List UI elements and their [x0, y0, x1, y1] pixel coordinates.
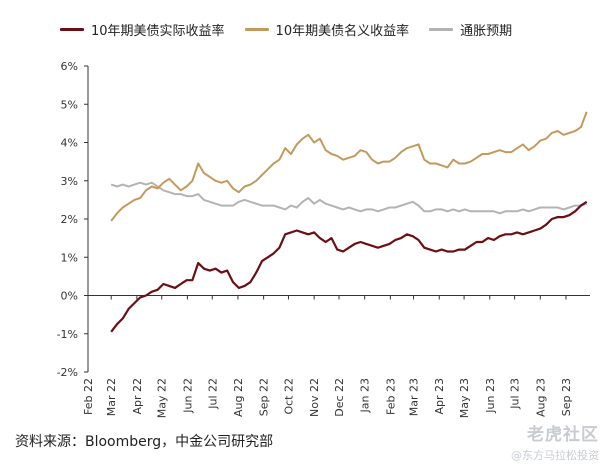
legend-label-breakeven: 通胀预期 — [460, 24, 513, 39]
x-tick-label: Feb 23 — [384, 378, 397, 415]
x-tick-label: Apr 22 — [131, 378, 144, 415]
x-tick-label: May 22 — [156, 378, 169, 418]
x-tick-label: Nov 22 — [308, 378, 321, 417]
watermark-handle: @东方马拉松投资 — [511, 449, 599, 462]
legend-swatch-nominal — [244, 28, 269, 31]
legend-label-real: 10年期美债实际收益率 — [91, 24, 225, 39]
x-tick-label: Jun 23 — [484, 378, 497, 414]
y-tick-label: 1% — [61, 251, 78, 264]
x-tick-label: Jul 23 — [509, 378, 522, 410]
x-tick-label: Apr 23 — [433, 378, 446, 415]
x-tick-label: Mar 23 — [408, 378, 421, 416]
x-tick-label: Aug 22 — [232, 378, 245, 417]
legend-item-nominal: 10年期美债名义收益率 — [244, 20, 410, 39]
x-tick-label: Jan 23 — [359, 378, 372, 413]
series-line-nominal — [110, 111, 588, 222]
series-group — [110, 111, 588, 333]
source-note: 资料来源：Bloomberg，中金公司研究部 — [15, 434, 274, 450]
y-tick-label: -2% — [57, 366, 78, 379]
x-tick-label: Sep 22 — [258, 378, 271, 416]
x-tick-label: Dec 22 — [333, 378, 346, 417]
x-tick-label: Feb 22 — [82, 378, 95, 415]
watermark-logo-text: 老虎社区 — [527, 425, 599, 445]
y-tick-label: 3% — [61, 175, 78, 188]
x-tick-label: Jun 22 — [181, 378, 194, 414]
legend: 10年期美债实际收益率 10年期美债名义收益率 通胀预期 — [60, 20, 512, 39]
legend-item-breakeven: 通胀预期 — [429, 20, 512, 39]
x-tick-label: Oct 22 — [282, 378, 295, 415]
y-tick-label: 0% — [61, 290, 78, 303]
legend-item-real: 10年期美债实际收益率 — [60, 20, 225, 39]
x-tick-label: May 23 — [458, 378, 471, 418]
y-tick-label: 4% — [61, 137, 78, 150]
y-tick-label: 2% — [61, 213, 78, 226]
x-tick-label: Sep 23 — [560, 378, 573, 416]
series-line-breakeven — [110, 181, 588, 215]
x-tick-label: Aug 23 — [534, 378, 547, 417]
axes: -2% -1% 0% 1% 2% 3% 4% 5% 6% Feb 22 Mar 22 Apr 22 Ma… — [57, 60, 590, 418]
y-tick-label: -1% — [57, 328, 78, 341]
legend-swatch-breakeven — [429, 28, 454, 31]
series-line-real — [110, 200, 588, 333]
y-tick-label: 5% — [61, 98, 78, 111]
x-tick-label: Mar 22 — [105, 378, 118, 416]
x-tick-label: Jul 22 — [206, 378, 219, 410]
y-tick-label: 6% — [61, 60, 78, 73]
legend-label-nominal: 10年期美债名义收益率 — [275, 24, 410, 39]
watermark: 老虎社区 @东方马拉松投资 — [511, 420, 599, 463]
legend-swatch-real — [60, 28, 84, 31]
